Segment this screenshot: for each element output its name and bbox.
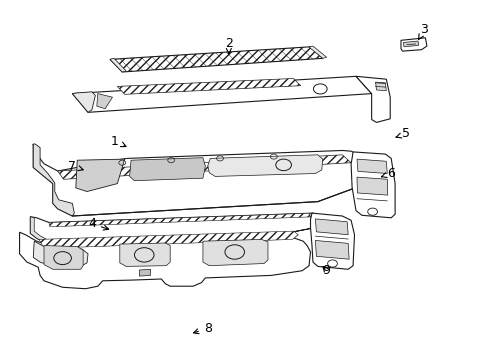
Polygon shape	[277, 213, 316, 235]
Polygon shape	[30, 213, 316, 244]
Polygon shape	[44, 246, 83, 269]
Polygon shape	[310, 213, 354, 269]
Polygon shape	[72, 76, 371, 112]
Polygon shape	[76, 159, 124, 192]
Polygon shape	[120, 243, 170, 266]
Polygon shape	[110, 58, 126, 72]
Polygon shape	[129, 158, 205, 181]
Polygon shape	[30, 217, 50, 244]
Polygon shape	[33, 241, 88, 266]
Polygon shape	[400, 38, 426, 51]
Text: 9: 9	[322, 264, 330, 277]
Polygon shape	[49, 213, 315, 227]
Polygon shape	[203, 239, 267, 266]
Text: 4: 4	[88, 217, 108, 230]
Polygon shape	[33, 144, 360, 216]
Text: 6: 6	[381, 167, 394, 180]
Polygon shape	[20, 232, 310, 289]
Text: 1: 1	[111, 135, 126, 148]
Polygon shape	[355, 76, 389, 122]
Polygon shape	[315, 219, 347, 235]
Polygon shape	[110, 47, 322, 72]
Polygon shape	[315, 240, 348, 259]
Polygon shape	[356, 177, 387, 195]
Polygon shape	[139, 269, 150, 276]
Polygon shape	[350, 152, 394, 218]
Polygon shape	[33, 144, 74, 216]
Polygon shape	[375, 82, 386, 91]
Polygon shape	[207, 155, 322, 176]
Text: 3: 3	[418, 23, 427, 39]
Text: 5: 5	[395, 127, 409, 140]
Polygon shape	[97, 94, 112, 109]
Polygon shape	[39, 231, 298, 248]
Polygon shape	[58, 155, 350, 179]
Polygon shape	[72, 92, 95, 112]
Polygon shape	[356, 159, 386, 174]
Polygon shape	[403, 41, 418, 47]
Polygon shape	[117, 78, 300, 94]
Text: 2: 2	[224, 37, 232, 54]
Text: 7: 7	[68, 160, 83, 173]
Text: 8: 8	[193, 322, 211, 335]
Polygon shape	[308, 46, 326, 58]
